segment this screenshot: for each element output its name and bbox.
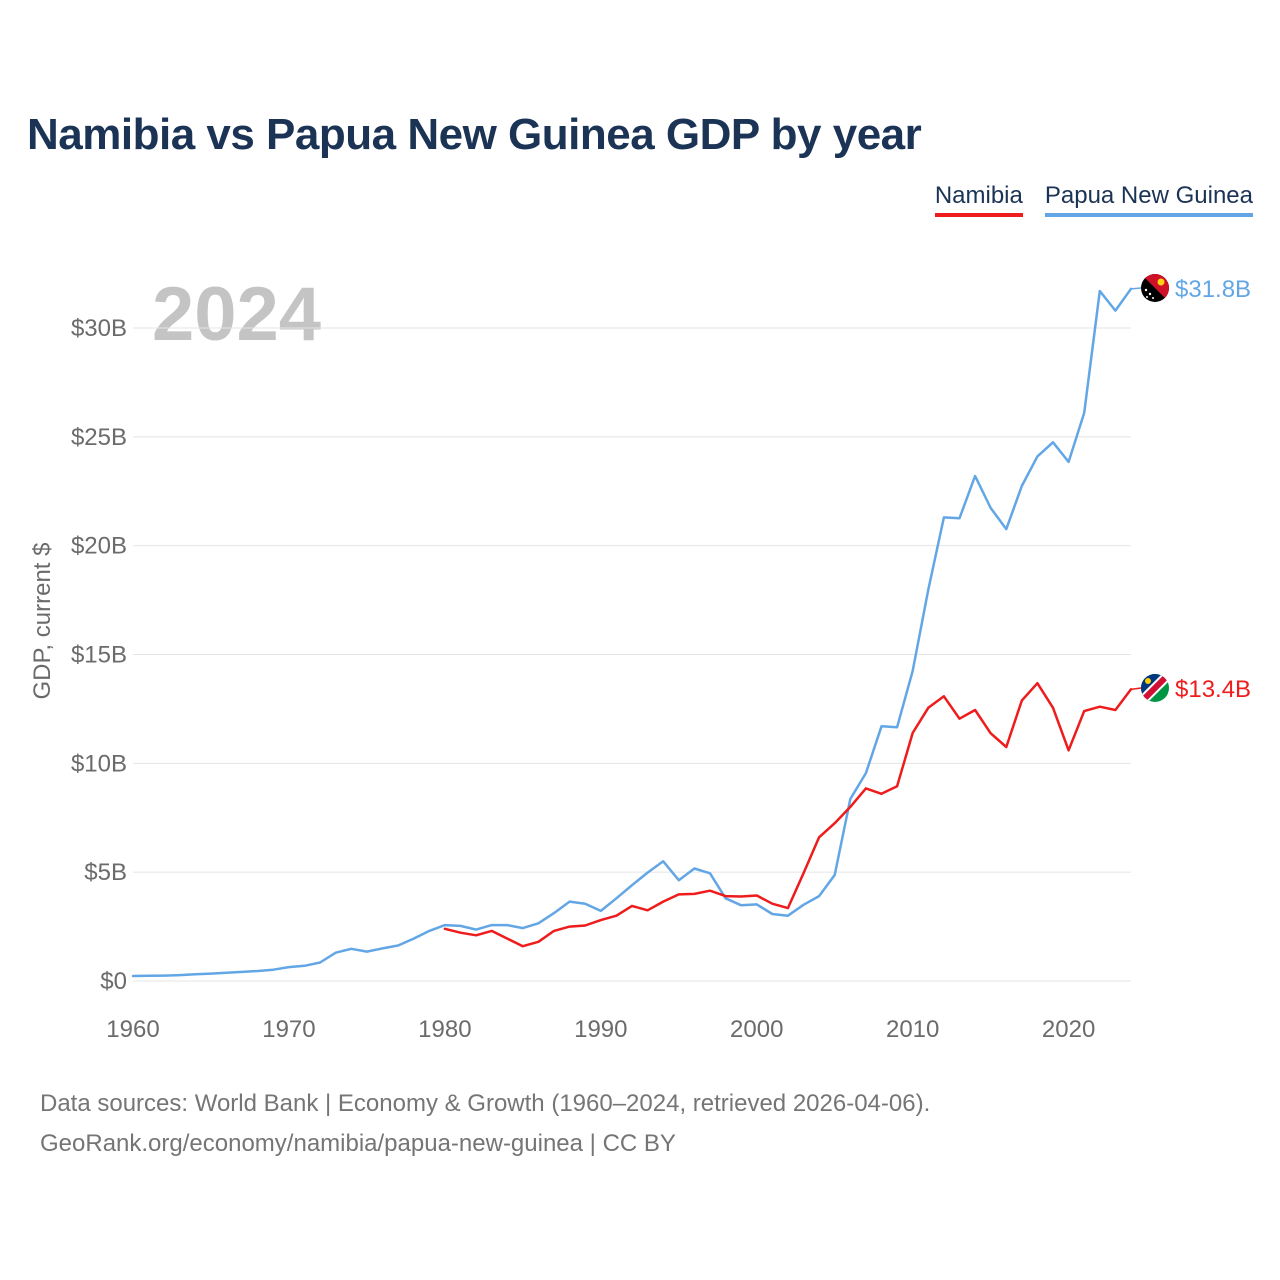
source-line-2[interactable]: GeoRank.org/economy/namibia/papua-new-gu… (40, 1130, 676, 1157)
y-tick-label: $10B (71, 750, 127, 777)
end-labels: $31.8B $13.4B (1130, 276, 1251, 703)
year-watermark: 2024 (152, 272, 321, 357)
x-axis: 1960 1970 1980 1990 2000 2010 2020 (106, 1016, 1095, 1043)
y-tick-label: $0 (100, 968, 127, 995)
x-tick-label: 1990 (574, 1016, 627, 1043)
x-tick-label: 2000 (730, 1016, 783, 1043)
legend-item-papua-new-guinea[interactable]: Papua New Guinea (1044, 182, 1253, 217)
papua-new-guinea-flag-icon (1141, 274, 1169, 302)
x-tick-label: 1980 (418, 1016, 471, 1043)
series-lines (131, 287, 1133, 978)
x-tick-label: 1970 (262, 1016, 315, 1043)
namibia-flag-icon (1141, 674, 1169, 702)
series-line-papua-new-guinea[interactable] (131, 287, 1133, 978)
gdp-line-chart: 2024 $0$5B$10B$15B$20B$25B$30B 1960 1970 1… (29, 272, 1251, 1043)
y-tick-label: $15B (71, 642, 127, 669)
x-tick-label: 2010 (886, 1016, 939, 1043)
y-tick-label: $25B (71, 424, 127, 451)
legend: Namibia Papua New Guinea (934, 182, 1253, 217)
series-line-namibia[interactable] (443, 681, 1133, 948)
end-label-connector (1130, 687, 1142, 691)
end-label-connector (1130, 287, 1142, 290)
end-label-papua-new-guinea: $31.8B (1175, 276, 1251, 303)
source-line-1: Data sources: World Bank | Economy & Gro… (40, 1090, 931, 1117)
y-tick-label: $5B (84, 859, 127, 886)
chart-title: Namibia vs Papua New Guinea GDP by year (27, 110, 922, 159)
y-tick-label: $30B (71, 315, 127, 342)
y-axis: $0 $5B $10B $15B $20B $25B $30B (71, 315, 127, 995)
x-tick-label: 1960 (106, 1016, 159, 1043)
y-axis-label: GDP, current $ (29, 543, 56, 700)
gridlines (133, 327, 1131, 982)
y-tick-label: $20B (71, 533, 127, 560)
x-tick-label: 2020 (1042, 1016, 1095, 1043)
legend-item-namibia[interactable]: Namibia (934, 182, 1023, 217)
end-label-namibia: $13.4B (1175, 676, 1251, 703)
data-source-footer: Data sources: World Bank | Economy & Gro… (40, 1084, 930, 1164)
